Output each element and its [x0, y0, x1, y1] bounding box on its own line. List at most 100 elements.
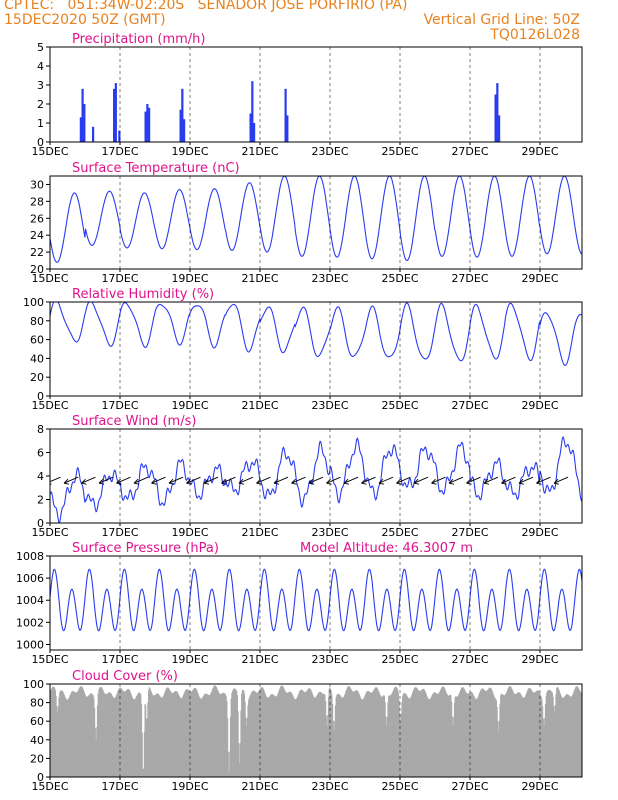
cloud-bar [551, 691, 553, 777]
cloud-bar [180, 698, 182, 777]
precip-bar [179, 109, 182, 142]
cloud-bar [323, 694, 325, 777]
cloud-bar [213, 685, 215, 777]
cloud-bar [246, 718, 248, 777]
cloud-bar [278, 689, 280, 777]
cloud-bar [144, 703, 146, 777]
cloud-bar [174, 691, 176, 777]
cloud-bar [235, 689, 237, 777]
cloud-bar [568, 694, 570, 777]
cloud-bar [304, 692, 306, 777]
y-tick-label: 4 [37, 470, 44, 483]
cloud-bar [75, 692, 77, 777]
cloud-bar [351, 689, 353, 777]
x-tick-label: 27DEC [451, 526, 488, 539]
cloud-bar [54, 687, 56, 777]
cloud-bar [410, 696, 412, 777]
cloud-bar [222, 692, 224, 777]
cloud-bar [238, 743, 240, 777]
cloud-bar [310, 689, 312, 777]
cloud-bar [160, 697, 162, 777]
cloud-bar [82, 689, 84, 777]
cloud-bar [460, 689, 462, 777]
cloud-bar [451, 701, 453, 777]
cloud-bar [381, 696, 383, 777]
cloud-bar [390, 695, 392, 777]
cloud-bar [107, 693, 109, 777]
cloud-bar [413, 689, 415, 777]
cloud-bar [111, 695, 113, 777]
cloud-bar [439, 691, 441, 777]
y-tick-label: 1006 [16, 572, 44, 585]
cloud-bar [557, 687, 559, 777]
cloud-bar [510, 687, 512, 777]
cloud-bar [395, 686, 397, 777]
cloud-bar [240, 710, 242, 777]
cloud-bar [477, 697, 479, 777]
cloud-bar [341, 697, 343, 777]
cloud-bar [437, 693, 439, 777]
cloud-bar [365, 692, 367, 777]
cloud-bar [302, 690, 304, 777]
cloud-bar [358, 692, 360, 777]
cloud-bar [467, 693, 469, 777]
cloud-bar [498, 720, 500, 777]
cloud-bar [430, 696, 432, 777]
cloud-bar [331, 694, 333, 777]
cloud-bar [278, 691, 280, 777]
wind-arrowhead [361, 478, 367, 485]
cloud-bar [470, 691, 472, 777]
cloud-bar [480, 689, 482, 777]
cloud-bar [346, 689, 348, 777]
wind-arrowhead [81, 478, 87, 485]
cloud-bar [421, 689, 423, 777]
y-tick-label: 100 [23, 678, 44, 691]
cloud-bar [154, 695, 156, 777]
panel-0: 0 1 2 3 4 5 15DEC 17DEC 19DEC 21DEC 23DEC 25DEC 27DE… [31, 32, 583, 158]
cloud-bar [270, 694, 272, 777]
panel-frame [49, 301, 583, 397]
cloud-bar [561, 697, 563, 777]
header-station: CPTEC: 051:34W-02:20S SENADOR JOSE PORFI… [4, 0, 408, 13]
cloud-bar [147, 702, 149, 777]
cloud-bar [246, 725, 248, 777]
cloud-bar [104, 693, 106, 777]
cloud-bar [236, 695, 238, 777]
cloud-bar [170, 691, 172, 777]
cloud-bar [556, 686, 558, 777]
cloud-bar [377, 689, 379, 777]
cloud-bar [66, 699, 68, 777]
cloud-bar [415, 687, 417, 777]
cloud-bar [501, 693, 503, 777]
precip-bar [286, 115, 289, 142]
cloud-bar [250, 692, 252, 777]
cloud-bar [465, 691, 467, 777]
cloud-bar [547, 691, 549, 777]
cloud-bar [508, 686, 510, 777]
x-tick-label: 23DEC [311, 272, 348, 285]
cloud-bar [140, 694, 142, 777]
cloud-bar [257, 691, 259, 777]
x-tick-label: 21DEC [241, 145, 278, 158]
cloud-bar [118, 688, 120, 777]
cloud-bar [338, 694, 340, 777]
cloud-bar [150, 689, 152, 777]
cloud-bar [161, 697, 163, 777]
cloud-bar [225, 696, 227, 777]
cloud-bar [343, 696, 345, 777]
cloud-bar [196, 690, 198, 777]
cloud-bar [362, 699, 364, 777]
cloud-bar [558, 690, 560, 777]
cloud-bar [416, 688, 418, 777]
cloud-bar [193, 688, 195, 777]
cloud-bar [165, 689, 167, 777]
cloud-bar [328, 688, 330, 777]
cloud-bar [515, 694, 517, 777]
wind-vector [291, 476, 306, 484]
cloud-bar [456, 696, 458, 777]
cloud-bar [491, 690, 493, 777]
panel-3: 0 2 4 6 8 15DEC 17DEC 19DEC 21DEC 23DEC 25DEC 27DEC… [31, 414, 583, 539]
cloud-bar [122, 691, 124, 777]
wind-arrowhead [203, 478, 210, 485]
precip-bar [251, 81, 254, 142]
